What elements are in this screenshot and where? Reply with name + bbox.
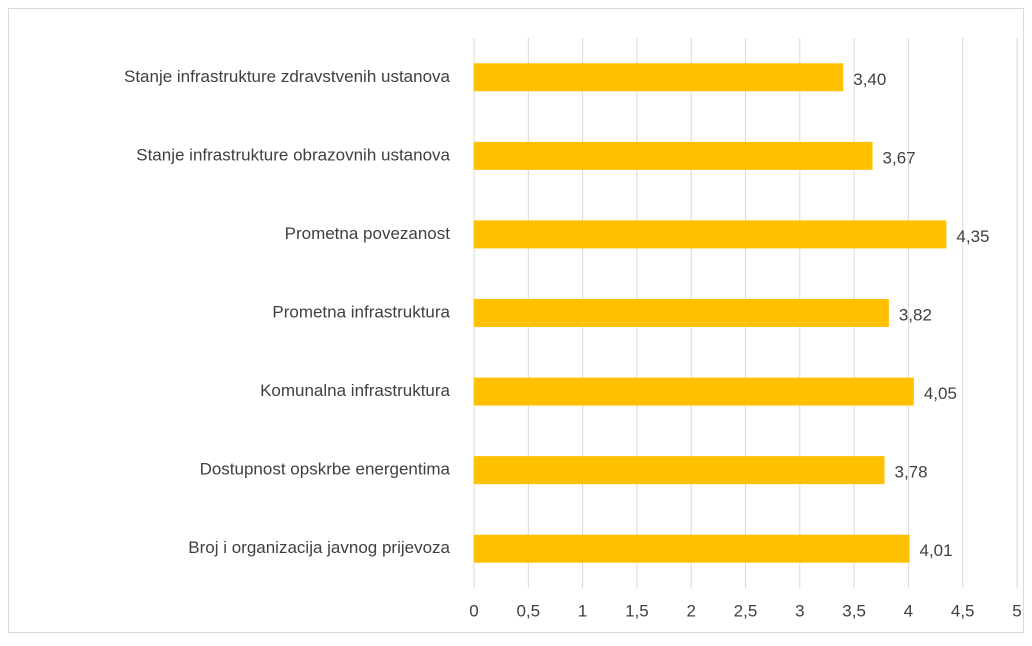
- value-label: 4,05: [924, 384, 957, 403]
- y-tick-label: Broj i organizacija javnog prijevoza: [188, 538, 450, 557]
- y-tick-label: Stanje infrastrukture obrazovnih ustanov…: [136, 145, 450, 164]
- x-tick-label: 3,5: [842, 601, 866, 620]
- x-tick-label: 3: [795, 601, 804, 620]
- y-tick-label: Stanje infrastrukture zdravstvenih ustan…: [124, 67, 451, 86]
- y-tick-label: Komunalna infrastruktura: [260, 381, 450, 400]
- bar: [474, 299, 889, 327]
- bar: [474, 141, 873, 170]
- value-label: 4,01: [919, 541, 952, 560]
- value-label: 3,78: [895, 463, 928, 482]
- y-tick-label: Prometna povezanost: [285, 224, 451, 243]
- value-label: 3,67: [883, 148, 916, 167]
- value-label: 3,40: [853, 70, 886, 89]
- x-tick-label: 0: [469, 601, 478, 620]
- x-tick-label: 5: [1012, 601, 1021, 620]
- y-tick-label: Dostupnost opskrbe energentima: [200, 460, 451, 479]
- x-tick-label: 2,5: [734, 601, 758, 620]
- x-tick-label: 4,5: [951, 601, 975, 620]
- value-label: 4,35: [956, 227, 989, 246]
- y-tick-label: Prometna infrastruktura: [272, 302, 450, 321]
- bar: [474, 456, 885, 485]
- x-tick-label: 1,5: [625, 601, 649, 620]
- x-tick-label: 0,5: [516, 601, 540, 620]
- x-tick-label: 2: [686, 601, 695, 620]
- x-tick-label: 4: [904, 601, 913, 620]
- bar: [474, 377, 914, 406]
- bar: [474, 63, 844, 92]
- bar: [474, 220, 947, 249]
- value-label: 3,82: [899, 305, 932, 324]
- x-tick-label: 1: [578, 601, 587, 620]
- bar: [474, 534, 910, 563]
